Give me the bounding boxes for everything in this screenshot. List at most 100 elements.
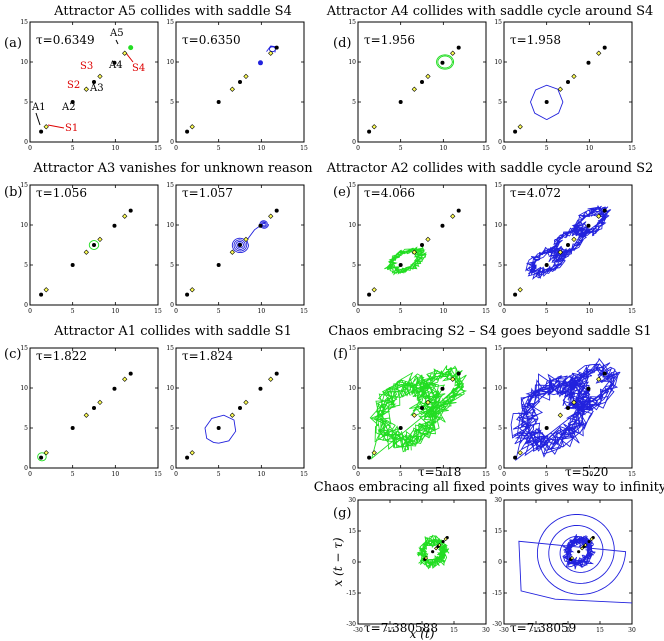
attractor-point (602, 208, 607, 213)
saddle-point (411, 86, 417, 92)
y-tick-label: 5 (24, 262, 28, 269)
x-tick-label: 10 (112, 145, 120, 152)
tau-e-left: τ=4.066 (364, 186, 415, 200)
attractor-point (566, 80, 570, 84)
saddle-point (43, 124, 49, 130)
saddle-point (229, 412, 235, 418)
saddle-point (571, 236, 577, 243)
y-tick-label: 10 (20, 59, 28, 66)
attractor-point (566, 406, 570, 410)
attractor-point (274, 371, 279, 376)
y-tick-label: 0 (352, 139, 356, 146)
saddle-point (268, 376, 274, 382)
x-tick-label: 5 (545, 308, 549, 315)
attractor-point (274, 45, 279, 50)
y-tick-label: 0 (498, 465, 502, 472)
y-tick-label: 5 (498, 425, 502, 432)
saddle-point (596, 213, 602, 219)
attractor-point (544, 426, 549, 430)
saddle-point (229, 86, 235, 92)
x-tick-label: 5 (399, 145, 403, 152)
axes-frame (175, 347, 305, 469)
saddle-point (434, 546, 439, 551)
y-tick-label: 10 (20, 385, 28, 392)
arrow-A1 (35, 112, 41, 126)
attractor-point (39, 129, 44, 134)
label-f: (f) (333, 347, 348, 362)
saddle-point (424, 556, 429, 561)
y-tick-label: 0 (170, 302, 174, 309)
arrow-A5 (115, 39, 119, 45)
y-tick-label: 30 (348, 497, 356, 504)
label-A1: A1 (31, 102, 46, 113)
axes-f-left: 0 5 10 15 0 5 10 15 (348, 345, 490, 478)
y-tick-label: 10 (166, 385, 174, 392)
saddle-point (517, 287, 523, 293)
label-A5: A5 (109, 28, 124, 39)
axes-frame (503, 347, 633, 469)
label-e: (e) (333, 185, 351, 200)
title-f: Chaos embracing S2 – S4 goes beyond sadd… (328, 324, 651, 339)
axes-e-right: 0 5 10 15 0 5 10 15 (494, 182, 636, 315)
saddle-point (580, 546, 585, 551)
title-e: Attractor A2 collides with saddle cycle … (326, 161, 654, 176)
attractor-point (185, 455, 190, 460)
y-tick-label: 5 (498, 99, 502, 106)
saddle-point (43, 287, 49, 293)
x-tick-label: 15 (628, 145, 636, 152)
label-b: (b) (4, 185, 22, 200)
attractor-point (216, 263, 221, 267)
attractor-point (456, 208, 461, 213)
attractor-point (440, 223, 445, 228)
saddle-point (83, 249, 89, 255)
attractor-point (39, 455, 44, 460)
saddle-point (411, 412, 417, 418)
y-tick-label: 15 (494, 19, 502, 26)
y-tick-label: 5 (170, 262, 174, 269)
trajectory-right (204, 414, 237, 444)
y-tick-label: 15 (348, 528, 356, 535)
saddle-point (189, 287, 195, 293)
saddle-point (122, 376, 128, 382)
x-tick-label: 15 (596, 627, 604, 634)
attractor-point (367, 292, 372, 297)
x-tick-label: 5 (71, 471, 75, 478)
x-tick-label: 0 (356, 145, 360, 152)
axes-frame (357, 21, 487, 143)
y-tick-label: 10 (348, 222, 356, 229)
axes-g-right: -30 -15 0 15 30 -30 -15 0 15 30 (492, 497, 636, 634)
saddle-point (122, 50, 128, 56)
axes-frame (357, 184, 487, 306)
axes-b-right: 0 5 10 15 0 5 10 15 (166, 182, 308, 315)
attractor-point (586, 60, 591, 65)
saddle-point (425, 399, 431, 406)
attractor-point (586, 223, 591, 228)
attractor-marker (257, 60, 263, 66)
x-tick-label: 5 (545, 145, 549, 152)
y-tick-label: 15 (166, 182, 174, 189)
axes-c-left: 0 5 10 15 0 5 10 15 (20, 345, 162, 478)
attractor-point (440, 386, 445, 391)
attractor-point (420, 406, 424, 410)
x-tick-label: 0 (566, 627, 570, 634)
label-S3: S3 (80, 61, 93, 72)
saddle-point (371, 287, 377, 293)
x-tick-label: 10 (440, 308, 448, 315)
label-A4: A4 (108, 60, 123, 71)
axes-frame (503, 184, 633, 306)
trajectory-right (525, 204, 612, 281)
label-S2: S2 (67, 80, 80, 91)
arrow-S4 (125, 52, 134, 63)
x-tick-label: 5 (71, 145, 75, 152)
attractor-point (513, 292, 518, 297)
attractor-point (440, 60, 445, 65)
y-tick-label: -30 (346, 621, 356, 628)
x-tick-label: -15 (531, 627, 541, 634)
attractor-point (92, 243, 96, 247)
label-S4: S4 (132, 63, 145, 74)
x-tick-label: 15 (154, 308, 162, 315)
attractor-point (587, 539, 591, 544)
y-tick-label: -15 (346, 590, 356, 597)
x-tick-label: 0 (502, 145, 506, 152)
